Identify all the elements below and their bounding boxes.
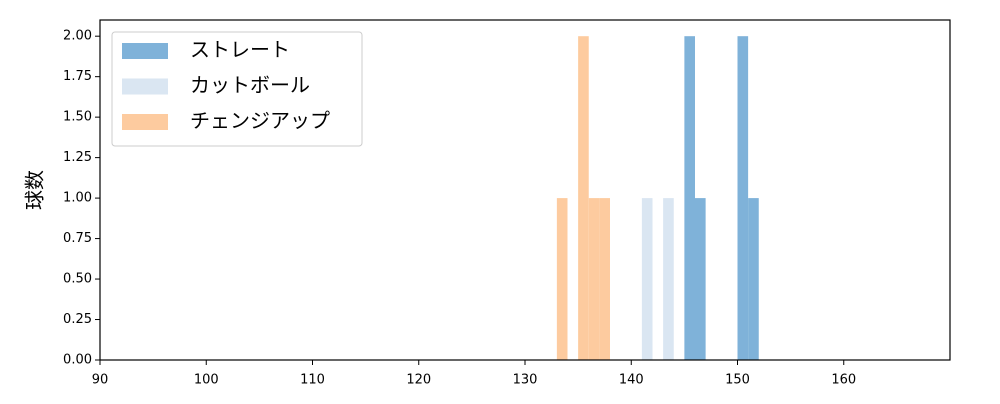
bar — [599, 198, 610, 360]
x-tick-label: 90 — [92, 373, 109, 388]
bar — [695, 198, 706, 360]
x-tick-label: 150 — [725, 373, 750, 388]
legend-swatch — [122, 114, 168, 130]
y-tick-label: 1.50 — [63, 110, 92, 125]
bar — [588, 198, 600, 360]
legend-box — [111, 31, 363, 147]
y-tick-label: 1.75 — [63, 69, 92, 84]
y-tick-label: 0.25 — [63, 312, 92, 327]
y-tick-label: 0.50 — [63, 272, 92, 287]
bar — [684, 36, 695, 360]
x-tick-label: 140 — [619, 373, 644, 388]
legend-label: チェンジアップ — [190, 109, 330, 133]
y-tick-label: 0.00 — [63, 353, 92, 368]
y-tick-label: 2.00 — [63, 29, 92, 44]
y-tick-label: 0.75 — [63, 231, 92, 246]
x-tick-label: 160 — [831, 373, 856, 388]
legend-swatch — [122, 78, 168, 95]
y-axis-label: 球数 — [23, 170, 47, 210]
x-tick-label: 100 — [194, 373, 219, 388]
y-tick-label: 1.25 — [63, 150, 92, 165]
bar — [556, 198, 568, 360]
legend-label: カットボール — [190, 73, 310, 97]
bar — [641, 198, 653, 360]
bar — [737, 36, 749, 360]
x-tick-label: 130 — [513, 373, 538, 388]
x-tick-label: 120 — [406, 373, 431, 388]
bar — [663, 198, 674, 360]
bar — [748, 198, 759, 360]
y-tick-label: 1.00 — [63, 191, 92, 206]
legend-label: ストレート — [190, 38, 290, 62]
bar — [578, 36, 589, 360]
legend-swatch — [122, 43, 168, 59]
x-tick-label: 110 — [300, 373, 325, 388]
